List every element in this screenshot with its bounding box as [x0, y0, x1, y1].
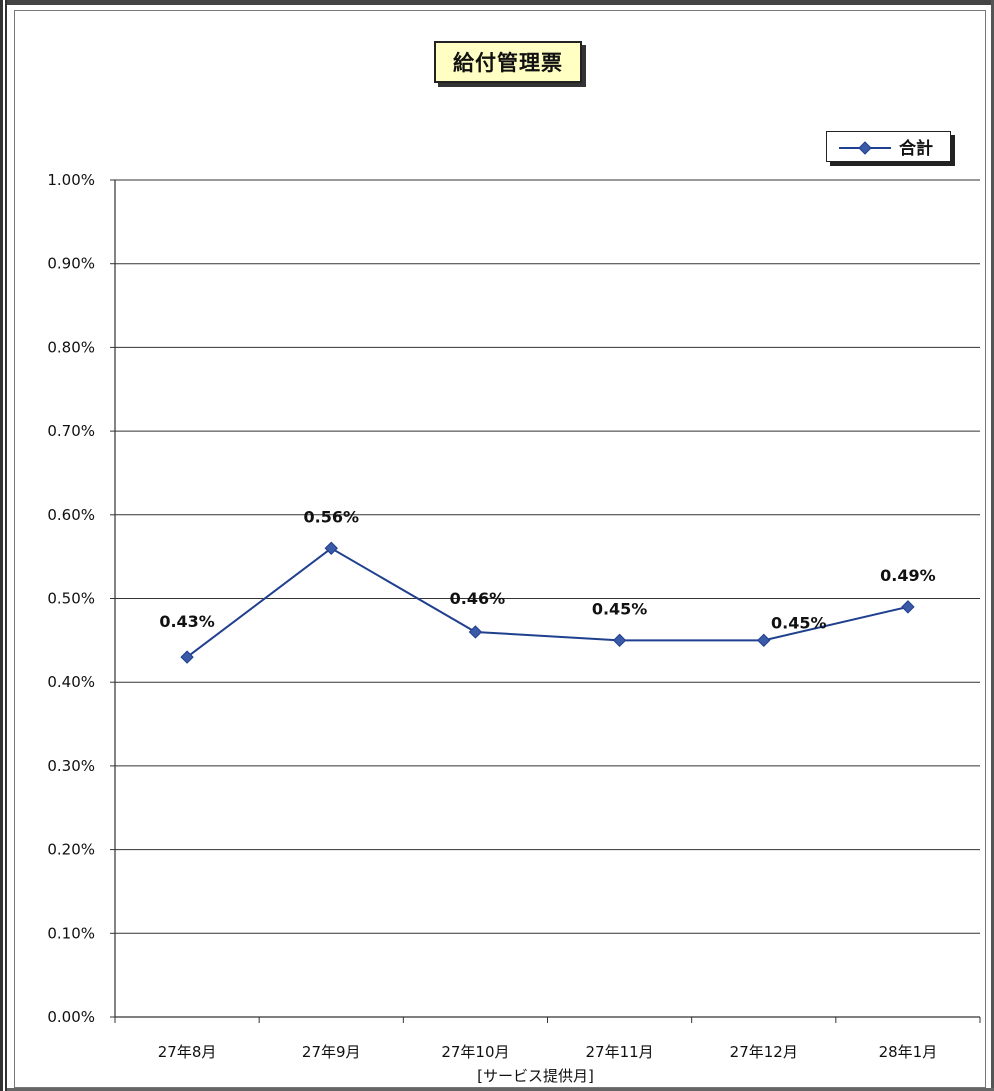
x-axis-title: [サービス提供月]: [477, 1067, 594, 1085]
y-tick-label: 0.30%: [47, 757, 95, 775]
y-tick-label: 0.70%: [47, 422, 95, 440]
y-tick-label: 0.80%: [47, 338, 95, 356]
frame-right-edge: [991, 0, 994, 1091]
y-tick-label: 0.00%: [47, 1008, 95, 1026]
frame-top-edge: [7, 0, 994, 5]
data-point: [901, 600, 915, 614]
y-tick-label: 0.20%: [47, 841, 95, 859]
chart-area-border: [14, 10, 986, 1088]
y-tick-label: 0.60%: [47, 506, 95, 524]
x-tick-label: 27年9月: [302, 1043, 361, 1061]
legend-label: 合計: [899, 139, 933, 159]
y-tick-label: 0.50%: [47, 590, 95, 608]
series-line: [186, 547, 909, 658]
y-tick-label: 0.10%: [47, 924, 95, 942]
x-tick-label: 28年1月: [879, 1043, 938, 1061]
legend: 合計: [826, 131, 951, 162]
x-tick-label: 27年10月: [441, 1043, 509, 1061]
legend-line-marker-icon: [839, 140, 891, 155]
data-label: 0.45%: [592, 599, 648, 618]
data-point: [468, 625, 483, 639]
x-tick-label: 27年8月: [158, 1043, 217, 1061]
x-tick-label: 27年12月: [730, 1043, 798, 1061]
y-tick-label: 0.90%: [47, 255, 95, 273]
data-label: 0.46%: [450, 589, 506, 608]
frame-left-edge: [0, 0, 7, 1091]
data-label: 0.49%: [880, 566, 936, 585]
data-point: [757, 633, 771, 648]
x-tick-label: 27年11月: [585, 1043, 653, 1061]
data-label: 0.43%: [159, 612, 215, 631]
frame-bottom-edge: [7, 1088, 994, 1091]
y-tick-label: 0.40%: [47, 673, 95, 691]
data-label: 0.45%: [771, 613, 827, 632]
data-point: [324, 541, 338, 555]
data-label: 0.56%: [303, 507, 359, 526]
chart-title: 給付管理票: [434, 41, 582, 83]
y-tick-label: 1.00%: [47, 171, 95, 189]
data-point: [612, 633, 627, 648]
data-point: [180, 650, 194, 664]
